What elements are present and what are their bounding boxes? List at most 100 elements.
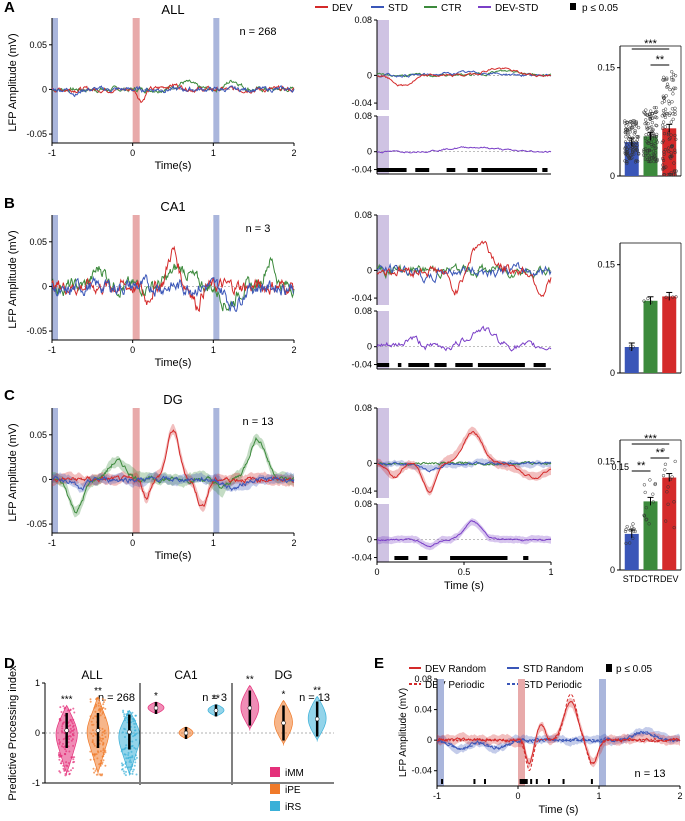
data-point (99, 714, 102, 717)
data-point (641, 153, 646, 157)
significance-bar (408, 363, 430, 367)
data-point (648, 148, 652, 153)
x-axis-label: Time (s) (444, 580, 484, 592)
data-point (671, 72, 676, 77)
y-axis-label: LFP Amplitude (mV) (7, 423, 19, 521)
data-point (69, 735, 72, 738)
data-point (637, 152, 641, 156)
data-point (669, 133, 673, 137)
bar-category-label: CTR (641, 574, 660, 584)
data-point (630, 525, 634, 529)
data-point (134, 714, 137, 717)
data-point (99, 773, 101, 776)
data-point (90, 720, 93, 723)
std-stimulus-shade (213, 215, 220, 340)
std-stimulus-shade (213, 18, 220, 143)
data-point (96, 757, 99, 760)
series-line-std-periodic (436, 731, 681, 751)
data-point (631, 522, 635, 526)
y-axis-label: LFP Amplitude (mV) (398, 688, 409, 777)
data-point (72, 744, 75, 747)
y-tick-label: 0 (367, 70, 372, 80)
series-line-devstd (376, 146, 552, 154)
data-point (121, 768, 123, 771)
data-point (668, 172, 672, 176)
data-point (72, 761, 75, 764)
data-point (666, 146, 671, 150)
series-line-devstd (376, 325, 552, 352)
data-point (624, 527, 628, 532)
data-point (130, 745, 133, 748)
data-point (624, 124, 628, 128)
significance-stars: ** (94, 686, 102, 697)
data-point (135, 756, 138, 759)
data-point (661, 167, 665, 171)
data-point (663, 115, 668, 120)
data-point (131, 763, 134, 766)
series-line-dev-periodic (436, 693, 681, 772)
data-point (97, 709, 100, 712)
data-point (667, 149, 671, 154)
data-point (632, 132, 636, 136)
data-point (61, 731, 64, 734)
data-point (60, 760, 63, 763)
data-point (91, 741, 94, 744)
data-point (131, 717, 134, 720)
data-point (126, 716, 128, 719)
data-point (102, 703, 105, 706)
data-point (665, 76, 669, 80)
data-point (129, 772, 132, 775)
data-point (102, 701, 105, 704)
data-point (101, 698, 104, 700)
data-point (133, 726, 136, 729)
data-point (134, 733, 137, 736)
data-point (669, 75, 674, 80)
bar-ctr (643, 501, 658, 570)
data-point (131, 765, 134, 768)
data-point (666, 502, 670, 506)
data-point (667, 102, 671, 106)
data-point (661, 139, 665, 143)
panel-B-n: n = 3 (246, 223, 271, 235)
significance-stars: *** (644, 38, 658, 50)
stimulus-shade (377, 504, 389, 562)
data-point (61, 725, 64, 728)
data-point (655, 159, 659, 163)
y-tick-label: -0.04 (351, 165, 372, 175)
data-point (625, 150, 629, 154)
data-point (646, 149, 650, 153)
legend-dev-label: DEV (332, 3, 353, 14)
data-point (646, 153, 650, 157)
data-point (62, 764, 65, 767)
data-point (655, 124, 659, 128)
data-point (134, 747, 137, 750)
data-point (666, 485, 670, 489)
violin-group-n: n = 268 (98, 692, 135, 704)
y-tick-label: -0.04 (411, 766, 432, 776)
data-point (132, 768, 135, 771)
significance-bar (446, 168, 456, 172)
stimulus-shade (377, 20, 389, 110)
data-point (102, 731, 104, 734)
significance-bar (450, 556, 508, 560)
significance-stars: *** (61, 695, 73, 706)
data-point (672, 169, 676, 173)
data-point (128, 760, 131, 763)
x-tick-label: 2 (291, 345, 296, 355)
data-point (122, 709, 125, 712)
x-tick-label: 0 (130, 538, 135, 548)
data-point (648, 478, 652, 482)
data-point (126, 714, 129, 717)
y-tick-label: 0.08 (354, 306, 372, 316)
significance-bar (523, 556, 529, 560)
data-point (71, 732, 74, 735)
data-point (630, 152, 634, 157)
significance-bar (481, 168, 538, 172)
panel-A-n: n = 268 (239, 26, 276, 38)
data-point (654, 106, 658, 110)
data-point (122, 770, 125, 773)
data-point (135, 773, 138, 776)
data-point (633, 128, 637, 133)
data-point (628, 541, 632, 545)
y-tick-label: 0.15 (597, 260, 615, 270)
